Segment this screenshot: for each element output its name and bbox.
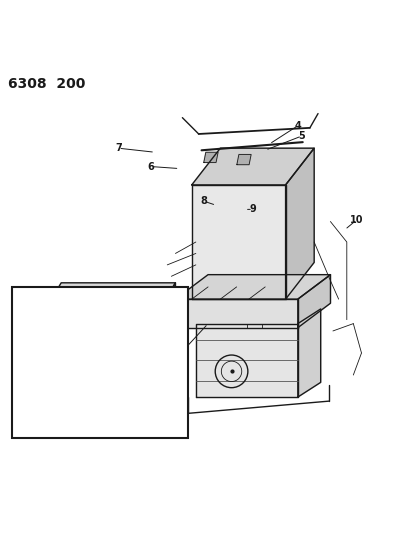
Polygon shape: [237, 155, 251, 165]
Polygon shape: [175, 274, 330, 299]
Text: 8: 8: [201, 196, 207, 206]
Polygon shape: [37, 324, 151, 397]
Polygon shape: [286, 148, 314, 299]
Polygon shape: [192, 148, 314, 185]
Polygon shape: [37, 283, 175, 324]
Text: 4: 4: [295, 121, 301, 131]
Polygon shape: [192, 185, 286, 299]
Polygon shape: [298, 274, 330, 328]
Text: 3: 3: [35, 345, 42, 355]
Polygon shape: [204, 152, 218, 163]
Polygon shape: [53, 295, 101, 308]
Text: 2: 2: [180, 345, 187, 355]
Bar: [12, 287, 188, 438]
Text: 6308  200: 6308 200: [8, 77, 86, 91]
Polygon shape: [298, 309, 321, 397]
Polygon shape: [196, 324, 298, 397]
Text: 5: 5: [299, 131, 305, 141]
Text: 6: 6: [148, 161, 154, 172]
Text: 9: 9: [250, 204, 256, 214]
Text: 7: 7: [115, 143, 122, 153]
Polygon shape: [151, 283, 175, 397]
Polygon shape: [175, 299, 298, 328]
Text: 1: 1: [78, 427, 85, 437]
Text: 10: 10: [350, 215, 364, 224]
Polygon shape: [102, 295, 138, 308]
